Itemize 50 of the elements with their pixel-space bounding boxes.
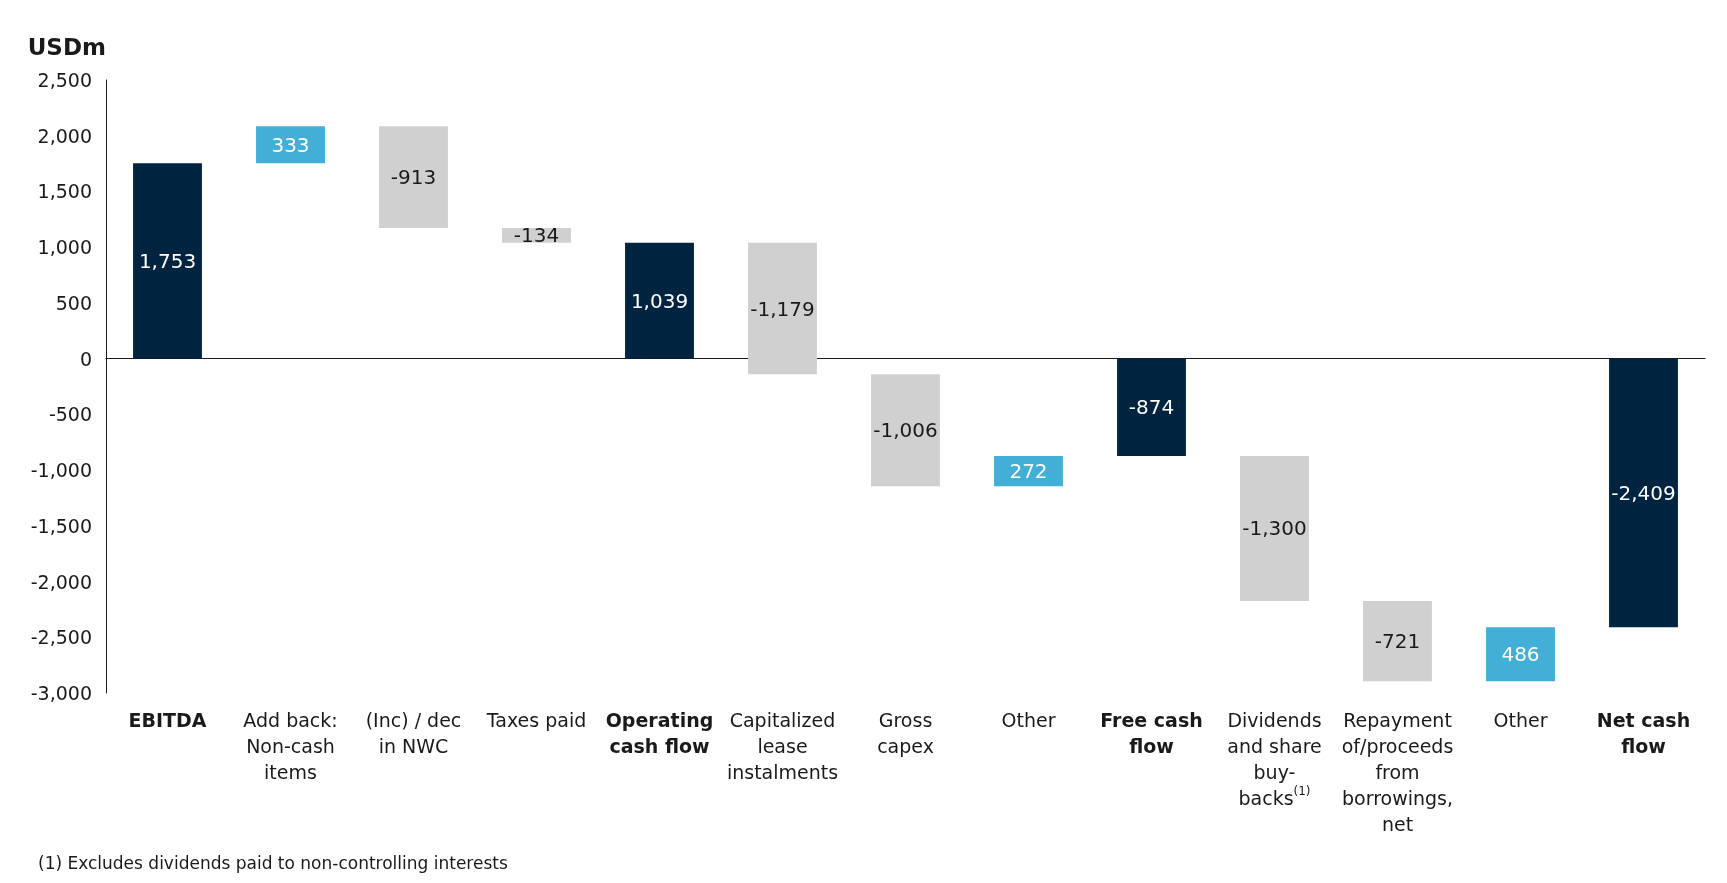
text: (1) Excludes dividends paid to non-controlling interests	[38, 852, 508, 873]
y-tick-label: -1,500	[30, 514, 92, 537]
data-label: 1,753	[138, 248, 197, 273]
data-label: -721	[1374, 629, 1421, 654]
data-label: 272	[1009, 459, 1048, 484]
y-tick-label: 1,500	[37, 180, 92, 203]
x-tick-label: Add back: Non-cash items	[243, 709, 338, 783]
x-tick-label: (Inc) / dec in NWC	[365, 709, 462, 757]
bar	[1609, 358, 1678, 628]
data-label: -1,179	[750, 296, 815, 321]
y-axis-title: USDm	[27, 33, 106, 60]
bar	[133, 163, 202, 359]
y-tick-label: 0	[79, 347, 92, 370]
x-tick-label: Capitalized lease instalments	[726, 709, 839, 783]
y-tick-label: -500	[48, 403, 92, 426]
data-label: -913	[390, 165, 437, 190]
bar	[625, 242, 694, 359]
bar	[1240, 456, 1309, 601]
data-label: -874	[1128, 395, 1175, 420]
bar	[871, 374, 940, 487]
data-label: -134	[513, 223, 560, 248]
y-tick-label: -3,000	[30, 682, 92, 704]
y-tick-label: 500	[55, 291, 92, 314]
y-tick-label: -1,000	[30, 459, 92, 482]
x-tick-label: Free cash flow	[1100, 709, 1203, 757]
bar	[1363, 600, 1432, 682]
bar	[256, 126, 325, 164]
y-tick-label: -2,500	[30, 626, 92, 649]
bar	[1117, 358, 1186, 457]
bar	[748, 242, 817, 375]
x-tick-label: Other	[1001, 709, 1056, 731]
x-tick-label: Net cash flow	[1596, 709, 1691, 757]
data-label: 1,039	[630, 288, 689, 313]
data-label: -1,300	[1242, 516, 1307, 541]
x-tick-label: Other	[1493, 709, 1548, 731]
data-label: 333	[271, 132, 310, 157]
y-tick-label: -2,000	[30, 570, 92, 593]
y-tick-label: 1,000	[37, 236, 92, 259]
x-tick-label: Gross capex	[877, 709, 934, 757]
bar	[379, 126, 448, 228]
x-tick-label: Repayment of/proceeds from borrowings, net	[1341, 709, 1454, 835]
data-label: -1,006	[873, 418, 938, 443]
y-tick-label: 2,000	[37, 124, 92, 147]
data-label: -2,409	[1611, 480, 1676, 505]
bar	[1486, 627, 1555, 682]
x-tick-label: EBITDA	[128, 709, 207, 731]
data-label: 486	[1501, 642, 1540, 667]
x-tick-label: Taxes paid	[485, 709, 587, 731]
x-tick-label: Operating cash flow	[605, 709, 714, 757]
y-tick-label: 2,500	[37, 69, 92, 91]
